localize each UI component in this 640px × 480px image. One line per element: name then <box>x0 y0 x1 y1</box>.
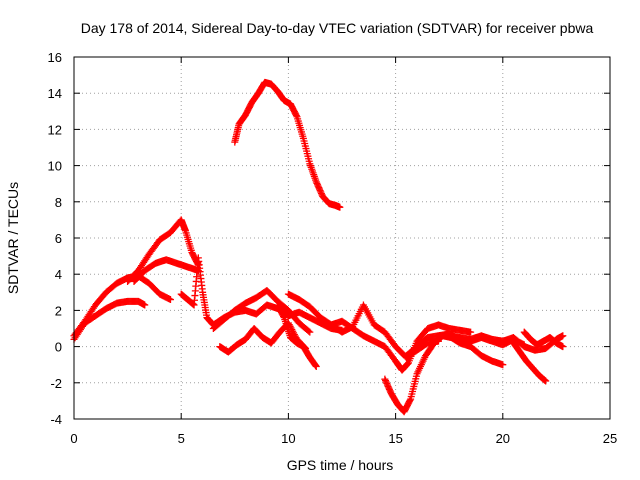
series-track-11 <box>327 317 475 374</box>
grid <box>74 57 610 419</box>
series-track-1 <box>70 297 149 343</box>
y-tick-label: 6 <box>55 231 62 246</box>
x-tick-label: 20 <box>496 431 510 446</box>
series-layer <box>70 78 567 416</box>
ticks: 0 5 10 15 20 25 -4 -2 0 2 4 6 8 10 12 14 16 <box>48 50 618 446</box>
x-tick-label: 25 <box>603 431 617 446</box>
series-track-8 <box>274 301 320 371</box>
series-track-15 <box>510 339 550 385</box>
y-tick-label: 2 <box>55 303 62 318</box>
y-tick-label: -2 <box>50 376 62 391</box>
series-track-9 <box>231 78 344 211</box>
x-axis-label: GPS time / hours <box>287 457 394 473</box>
series-track-4 <box>130 256 202 285</box>
data-point <box>166 296 174 304</box>
data-point <box>312 363 320 371</box>
series-track-14 <box>445 332 567 354</box>
x-tick-label: 5 <box>178 431 185 446</box>
x-tick-label: 10 <box>281 431 295 446</box>
y-axis-label: SDTVAR / TECUs <box>5 182 21 294</box>
series-track-6 <box>209 286 314 336</box>
x-tick-label: 15 <box>388 431 402 446</box>
data-point <box>467 328 475 336</box>
data-point <box>499 361 507 369</box>
series-track-12 <box>381 332 507 416</box>
data-point <box>542 377 550 385</box>
chart-title: Day 178 of 2014, Sidereal Day-to-day VTE… <box>81 20 594 36</box>
y-tick-label: 14 <box>48 86 62 101</box>
x-tick-label: 0 <box>70 431 77 446</box>
y-tick-label: -4 <box>50 412 62 427</box>
y-tick-label: 0 <box>55 340 62 355</box>
series-track-2 <box>70 272 174 340</box>
series-track-7 <box>216 319 310 356</box>
y-tick-label: 4 <box>55 267 62 282</box>
data-point <box>336 203 344 211</box>
data-point <box>305 327 313 335</box>
data-point <box>559 332 567 340</box>
data-point <box>141 301 149 309</box>
y-tick-label: 10 <box>48 159 62 174</box>
y-tick-label: 16 <box>48 50 62 65</box>
y-tick-label: 8 <box>55 195 62 210</box>
data-point <box>306 328 314 336</box>
y-tick-label: 12 <box>48 122 62 137</box>
series-track-16 <box>520 328 567 351</box>
data-point <box>559 343 567 351</box>
